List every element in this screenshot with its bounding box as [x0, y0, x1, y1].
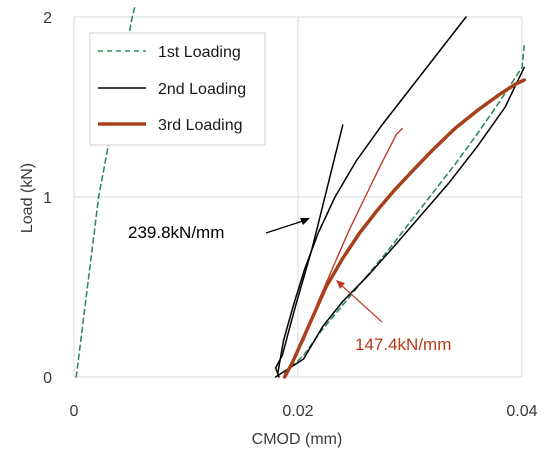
- y-tick-label-1: 1: [43, 190, 52, 207]
- y-tick-label-2: 2: [43, 10, 52, 27]
- annotation-text-239-8: 239.8kN/mm: [128, 223, 224, 242]
- series-line-6: [302, 127, 403, 342]
- legend-label-3rd-loading: 3rd Loading: [158, 117, 243, 134]
- y-tick-labels: 0 1 2: [43, 10, 52, 387]
- series-group: [75, 7, 526, 379]
- y-axis-title: Load (kN): [19, 163, 36, 233]
- x-axis-title: CMOD (mm): [252, 431, 343, 448]
- series-line-4: [274, 66, 525, 378]
- annotation-arrow-147-4: [339, 283, 383, 323]
- x-tick-labels: 0 0.02 0.04: [70, 403, 538, 420]
- annotation-147-4: 147.4kN/mm: [336, 280, 451, 354]
- y-tick-label-0: 0: [43, 370, 52, 387]
- grid: [73, 16, 523, 378]
- legend-label-2nd-loading: 2nd Loading: [158, 81, 246, 98]
- x-tick-label-1: 0.02: [282, 403, 313, 420]
- annotation-arrowhead-239-8: [300, 218, 310, 225]
- legend: 1st Loading 2nd Loading 3rd Loading: [89, 32, 266, 146]
- annotation-arrowhead-147-4: [336, 280, 345, 289]
- x-tick-label-2: 0.04: [506, 403, 537, 420]
- series-line-2: [274, 124, 344, 378]
- annotation-239-8: 239.8kN/mm: [128, 218, 310, 242]
- series-line-1: [283, 45, 525, 375]
- x-tick-label-0: 0: [70, 403, 79, 420]
- annotation-text-147-4: 147.4kN/mm: [355, 335, 451, 354]
- legend-label-1st-loading: 1st Loading: [158, 44, 241, 61]
- annotation-arrow-239-8: [265, 219, 307, 234]
- series-line-3: [277, 16, 467, 375]
